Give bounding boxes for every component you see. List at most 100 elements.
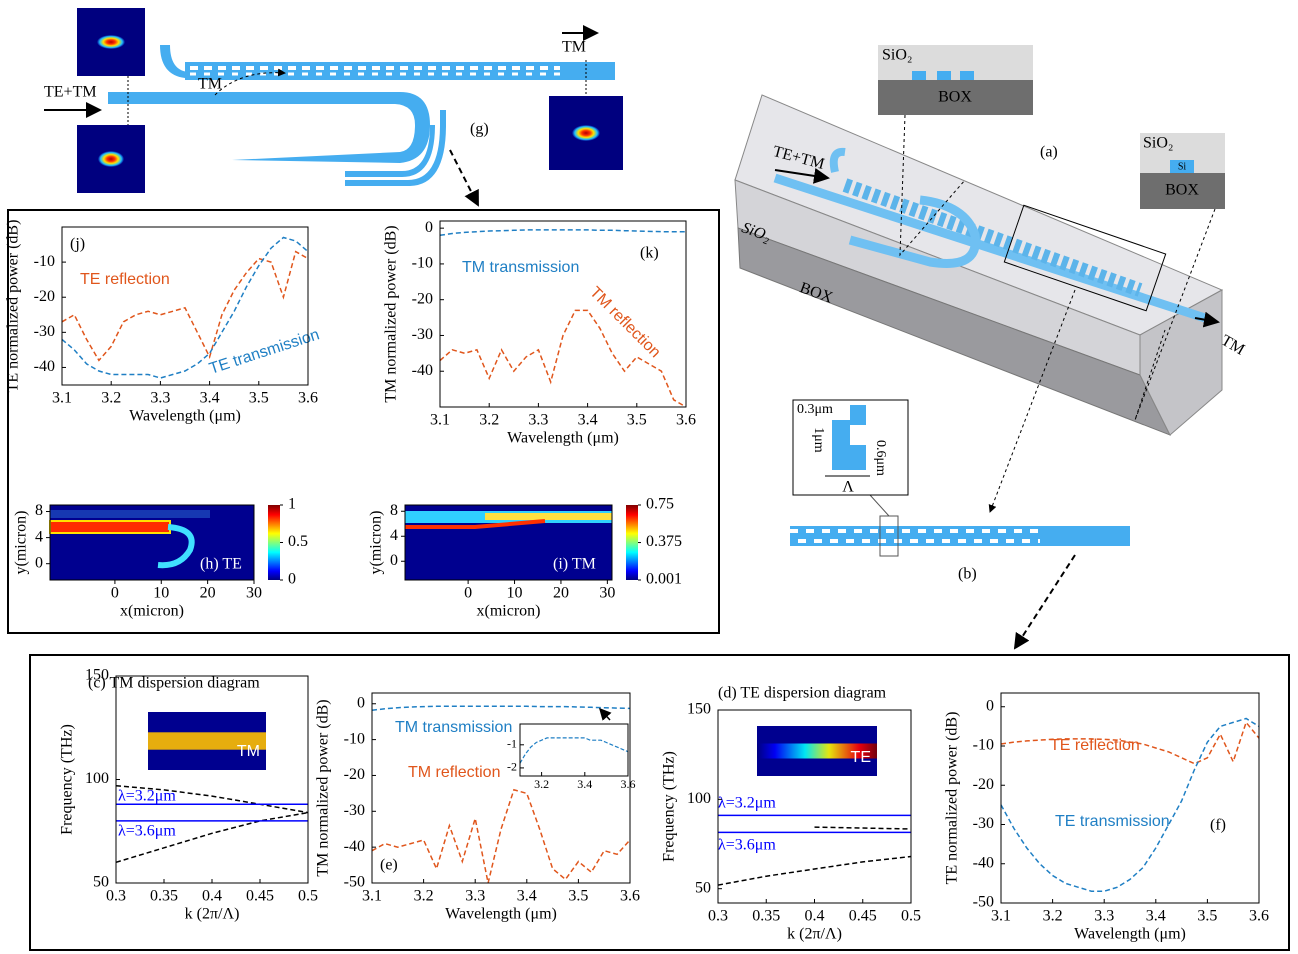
chart-title: (d) TE dispersion diagram (718, 685, 887, 702)
x-tick-label: 3.6 (620, 888, 640, 905)
y-tick-label: -20 (34, 288, 55, 305)
x-tick-label: 30 (599, 585, 615, 602)
label: 0.3μm (797, 402, 833, 417)
x-tick-label: 0 (111, 585, 119, 602)
x-tick-label: 3.6 (1249, 908, 1269, 925)
y-tick-label: 150 (85, 667, 109, 684)
mode-spot (97, 35, 125, 49)
x-tick-label: 0.3 (708, 908, 728, 925)
label: TM (562, 39, 586, 56)
x-tick-label: 3.4 (200, 390, 220, 407)
y-axis-label: TE normalized power (dB) (5, 220, 22, 393)
background (0, 0, 1298, 954)
inset-label: TE (851, 749, 871, 766)
y-tick-label: -40 (973, 854, 994, 871)
y-tick-label: 0 (357, 694, 365, 711)
y-tick-label: -30 (34, 323, 55, 340)
x-tick-label: 3.2 (479, 412, 499, 429)
series-label: λ=3.6μm (718, 837, 776, 854)
label: 1μm (811, 427, 826, 453)
y-tick-label: -40 (344, 838, 365, 855)
y-tick-label: 0 (425, 219, 433, 236)
x-tick-label: 3.6 (676, 412, 696, 429)
panel-label: (e) (380, 857, 398, 874)
field-band (50, 521, 170, 533)
label: SiO₂ (882, 47, 912, 64)
series-label: TE reflection (1050, 737, 1140, 754)
x-axis-label: Wavelength (μm) (507, 430, 619, 447)
x-tick-label: 10 (507, 585, 523, 602)
x-tick-label: 3.5 (249, 390, 269, 407)
series-label: TE reflection (80, 271, 170, 288)
y-tick-label: 8 (35, 502, 43, 519)
grating-waveguide (185, 62, 615, 80)
series-label: TM reflection (408, 764, 500, 781)
y-tick-label: -50 (973, 894, 994, 911)
x-tick-label: 3.5 (568, 888, 588, 905)
x-axis-label: x(micron) (120, 603, 184, 620)
x-tick-label: 0.35 (150, 888, 178, 905)
y-tick-label: 0 (390, 552, 398, 569)
inset-core (832, 420, 850, 470)
x-tick-label: 3.3 (150, 390, 170, 407)
y-tick-label: -2 (507, 760, 517, 774)
panel-label: (i) TM (553, 556, 596, 573)
series-label: TM transmission (395, 719, 512, 736)
x-tick-label: 3.4 (578, 412, 598, 429)
x-tick-label: 3.6 (621, 777, 636, 791)
y-tick-label: -40 (412, 362, 433, 379)
colorbar (268, 505, 280, 580)
colorbar-tick-label: 0.5 (288, 533, 308, 550)
panel-label: (b) (958, 566, 977, 583)
inset-core (912, 71, 926, 80)
x-tick-label: 3.2 (101, 390, 121, 407)
y-tick-label: -20 (344, 766, 365, 783)
panel-label: (j) (70, 236, 85, 253)
series-label: TM transmission (462, 259, 579, 276)
label: 0.6μm (873, 440, 888, 476)
figure: TE+TM TM TM (g) TE+TM TM (a) SiO₂ BOX Si… (0, 0, 1298, 954)
y-tick-label: -20 (412, 290, 433, 307)
series-label: λ=3.2μm (718, 795, 776, 812)
colorbar-tick-label: 0.375 (646, 533, 682, 550)
mode-spot (98, 151, 124, 167)
y-tick-label: 100 (687, 790, 711, 807)
y-tick-label: -30 (412, 326, 433, 343)
y-tick-label: -10 (412, 255, 433, 272)
x-tick-label: 30 (246, 585, 262, 602)
series-label: λ=3.2μm (118, 788, 176, 805)
x-tick-label: 3.4 (517, 888, 537, 905)
x-tick-label: 3.3 (528, 412, 548, 429)
x-tick-label: 3.1 (430, 412, 450, 429)
y-tick-label: -20 (973, 776, 994, 793)
y-tick-label: 50 (93, 874, 109, 891)
x-tick-label: 3.3 (465, 888, 485, 905)
label: Λ (842, 479, 854, 496)
colorbar (626, 505, 638, 580)
colorbar-tick-label: 0.001 (646, 571, 682, 588)
y-tick-label: 0 (35, 554, 43, 571)
series-label: λ=3.6μm (118, 823, 176, 840)
panel-label: (g) (470, 121, 489, 138)
x-tick-label: 3.5 (627, 412, 647, 429)
x-tick-label: 20 (553, 585, 569, 602)
x-axis-label: Wavelength (μm) (129, 408, 241, 425)
y-axis-label: TE normalized power (dB) (944, 712, 961, 885)
x-tick-label: 0.4 (805, 908, 825, 925)
y-tick-label: -50 (344, 874, 365, 891)
x-axis-label: k (2π/Λ) (185, 906, 240, 923)
y-tick-label: 50 (695, 879, 711, 896)
y-tick-label: 100 (85, 770, 109, 787)
x-tick-label: 3.5 (1197, 908, 1217, 925)
colorbar-tick-label: 0 (288, 571, 296, 588)
y-tick-label: -1 (507, 737, 517, 751)
y-axis-label: TM normalized power (dB) (315, 699, 332, 876)
x-tick-label: 0.3 (106, 888, 126, 905)
panel-label: (h) TE (200, 556, 242, 573)
mode-spot (572, 125, 600, 141)
inset-core (850, 405, 866, 425)
x-tick-label: 10 (153, 585, 169, 602)
panel-label: (k) (640, 245, 659, 262)
y-tick-label: 4 (390, 527, 398, 544)
y-tick-label: -10 (973, 737, 994, 754)
